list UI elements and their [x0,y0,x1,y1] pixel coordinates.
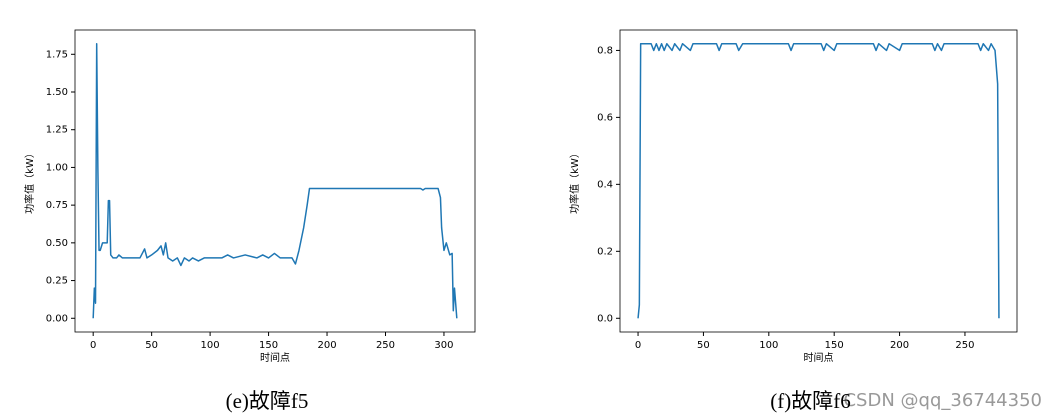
x-tick-label: 100 [201,340,220,351]
x-tick-label: 0 [635,340,641,351]
x-tick-label: 0 [90,340,96,351]
x-tick-label: 50 [145,340,158,351]
y-tick-label: 0.6 [597,112,613,123]
axes-frame [619,29,1018,333]
y-tick-label: 1.00 [46,162,68,173]
x-tick-label: 150 [259,340,278,351]
y-tick-label: 1.25 [46,125,68,136]
x-tick-label: 200 [317,340,336,351]
caption: (e)故障f5 [226,389,309,413]
caption: (f)故障f6 [770,389,850,413]
x-tick-label: 100 [759,340,778,351]
x-axis-label: 时间点 [260,351,290,364]
y-tick-label: 1.75 [46,49,68,60]
x-tick-label: 250 [376,340,395,351]
x-axis-label: 时间点 [804,351,834,364]
y-tick-label: 0.00 [46,313,68,324]
y-tick-label: 0.8 [597,45,613,56]
line-series [637,42,1000,319]
y-axis-label: 功率值（kW） [568,148,581,214]
y-tick-label: 0.25 [46,276,68,287]
x-tick-label: 50 [697,340,710,351]
y-axis-label: 功率值（kW） [23,148,36,214]
y-tick-label: 0.75 [46,200,68,211]
line-series [92,42,458,319]
y-tick-label: 0.4 [597,179,613,190]
axes-frame [74,29,476,333]
x-tick-label: 200 [890,340,909,351]
x-tick-label: 300 [434,340,453,351]
watermark: CSDN @qq_36744350 [843,390,1042,411]
y-tick-label: 0.2 [597,246,613,257]
y-tick-label: 1.50 [46,87,68,98]
x-tick-label: 150 [825,340,844,351]
y-tick-label: 0.50 [46,238,68,249]
y-tick-label: 0.0 [597,313,613,324]
x-tick-label: 250 [955,340,974,351]
